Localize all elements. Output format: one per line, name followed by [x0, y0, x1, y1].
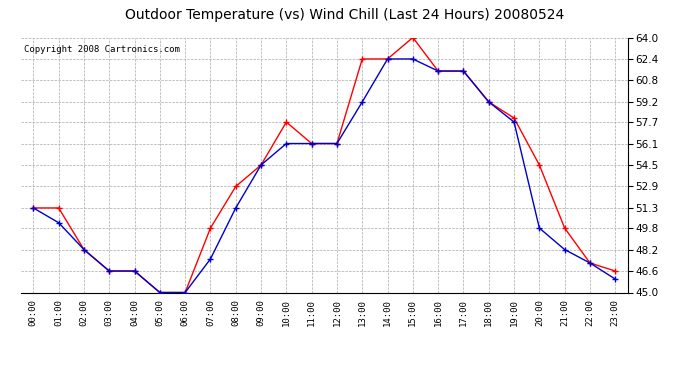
Text: Outdoor Temperature (vs) Wind Chill (Last 24 Hours) 20080524: Outdoor Temperature (vs) Wind Chill (Las…	[126, 8, 564, 21]
Text: Copyright 2008 Cartronics.com: Copyright 2008 Cartronics.com	[23, 45, 179, 54]
